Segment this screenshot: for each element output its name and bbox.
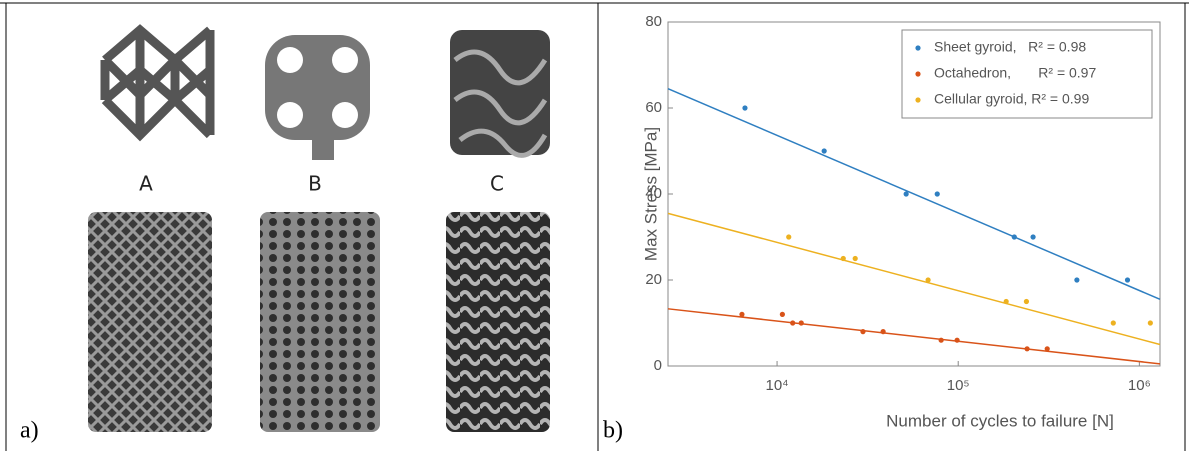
legend-label: Cellular gyroid, R² = 0.99 (934, 91, 1089, 107)
fit-line (668, 309, 1160, 364)
point (1148, 320, 1153, 325)
x-tick-label: 10⁴ (765, 377, 788, 394)
point (881, 329, 886, 334)
sample-a (88, 212, 212, 432)
point (904, 191, 909, 196)
point (1030, 234, 1035, 239)
sample-c (446, 212, 550, 432)
x-axis-label: Number of cycles to failure [N] (886, 411, 1114, 430)
legend-label: Octahedron, R² = 0.97 (934, 65, 1096, 81)
point (739, 312, 744, 317)
y-tick-label: 20 (645, 271, 662, 288)
point (926, 277, 931, 282)
point (786, 234, 791, 239)
point (822, 148, 827, 153)
panel-label: a) (20, 418, 39, 444)
chart: Number of cycles to failure [N] Max Stre… (641, 13, 1160, 431)
legend-marker (915, 71, 920, 76)
y-tick-label: 60 (645, 99, 662, 116)
cell-label: B (308, 172, 322, 196)
panel-label: b) (603, 418, 623, 444)
point (1004, 299, 1009, 304)
point (935, 191, 940, 196)
point (1024, 346, 1029, 351)
point (1111, 320, 1116, 325)
y-tick-label: 80 (645, 13, 662, 30)
point (860, 329, 865, 334)
y-tick-label: 0 (654, 357, 662, 374)
x-tick-label: 10⁶ (1128, 377, 1151, 394)
legend-label: Sheet gyroid, R² = 0.98 (934, 39, 1086, 55)
point (790, 320, 795, 325)
point (780, 312, 785, 317)
point (841, 256, 846, 261)
point (1012, 234, 1017, 239)
point (799, 320, 804, 325)
point (853, 256, 858, 261)
point (1125, 277, 1130, 282)
sample-b (260, 212, 380, 432)
point (955, 338, 960, 343)
cell-label: A (139, 172, 153, 196)
legend-marker (915, 97, 920, 102)
point (1045, 346, 1050, 351)
unit-cell-c (450, 30, 550, 155)
figure: A B C a) b) Number of cycles to failure … (0, 0, 1189, 451)
x-tick-label: 10⁵ (947, 377, 970, 394)
unit-cell-a (105, 30, 210, 135)
point (1024, 299, 1029, 304)
point (742, 105, 747, 110)
unit-cell-b (265, 35, 370, 160)
legend-marker (915, 45, 920, 50)
point (939, 338, 944, 343)
cell-label: C (490, 172, 504, 196)
fit-line (668, 213, 1160, 344)
point (1074, 277, 1079, 282)
fit-line (668, 89, 1160, 300)
y-tick-label: 40 (645, 185, 662, 202)
